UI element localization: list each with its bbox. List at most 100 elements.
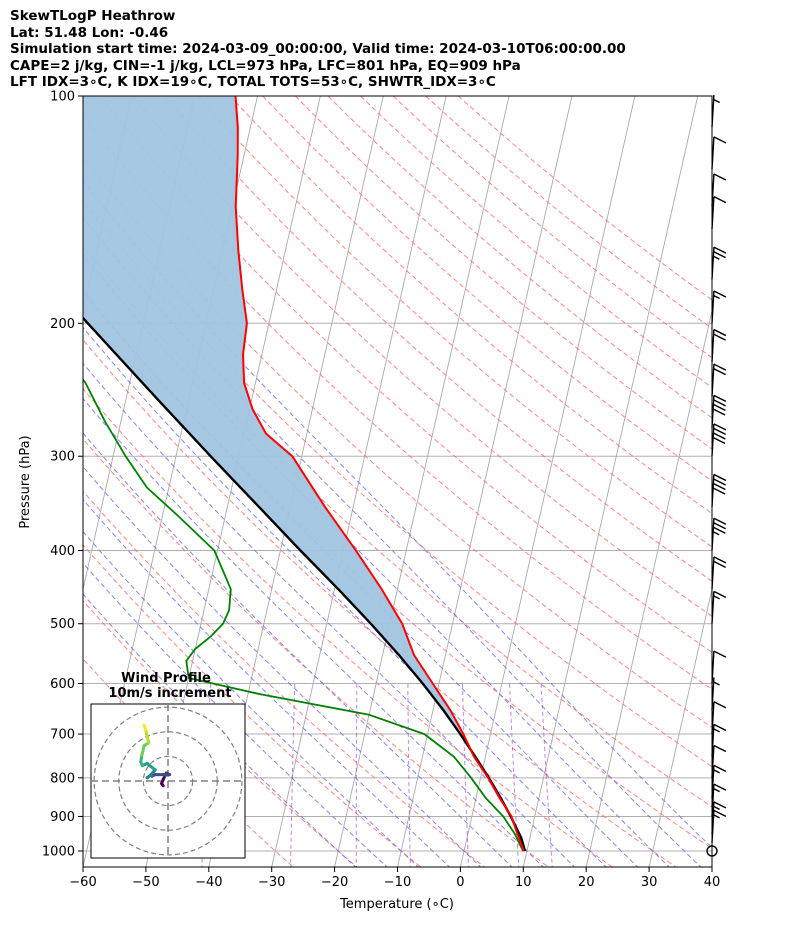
wind-barb [711,783,727,817]
cape-area [83,96,525,851]
wind-barb [711,801,727,835]
x-tick-label: 40 [704,875,721,890]
y-tick-label: 700 [50,728,75,743]
dry-adiabat [83,544,422,867]
x-tick-label: −30 [258,875,285,890]
moist-adiabat [83,180,712,849]
isotherm-line [0,96,69,867]
axis-ticks: −60 −50 −40 −30 −20 −10 0 10 20 30 40 100 200 300 400 5… [42,90,720,891]
series-layer [83,96,527,852]
hodograph-inset [90,703,246,859]
y-tick-label: 200 [50,317,75,332]
wind-barb [711,173,727,207]
wind-barb [711,195,727,229]
isotherm-line [459,96,636,867]
y-tick-label: 1000 [42,845,75,860]
cape-line: CAPE=2 j/kg, CIN=-1 j/kg, LCL=973 hPa, L… [10,58,521,74]
x-axis-label: Temperature (∘C) [339,897,454,912]
moist-adiabat [83,397,544,867]
isotherm-line [0,96,6,867]
wind-barb [711,764,727,798]
hodograph-title: Wind Profile [121,671,211,686]
dewpoint-line [83,378,524,852]
mixing-ratio-line [290,683,296,867]
index-line: LFT IDX=3∘C, K IDX=19∘C, TOTAL TOTS=53∘C… [10,74,496,90]
location-line: Lat: 51.48 Lon: -0.46 [10,25,169,41]
isotherm-line [271,96,447,867]
y-tick-label: 400 [50,544,75,559]
y-tick-label: 900 [50,810,75,825]
wind-barb [711,809,727,843]
x-tick-label: −10 [384,875,411,890]
moist-adiabat [83,530,419,867]
moist-adiabat [83,498,451,867]
wind-barb [711,394,727,428]
wind-barb [711,517,727,551]
isotherm-line [648,587,712,867]
y-tick-label: 300 [50,450,75,465]
isotherm-line [585,309,712,867]
wind-barb [711,363,727,397]
x-tick-label: 30 [641,875,658,890]
dry-adiabat [83,338,677,867]
wind-barb [711,94,720,128]
wind-barb [711,328,727,362]
x-tick-label: −40 [195,875,222,890]
hodograph-segment [142,723,148,732]
wind-barb [711,677,720,710]
mixing-ratio-line [540,683,553,867]
wind-barb [706,845,718,857]
dry-adiabat [327,96,712,419]
isotherm-line [522,96,699,867]
wind-barb [711,423,727,457]
dry-adiabat [457,96,712,301]
dry-adiabat [132,96,712,617]
dry-adiabat [262,96,712,482]
x-tick-label: −60 [69,875,96,890]
mixing-ratio-line [462,683,469,867]
dry-adiabat [425,96,712,330]
x-tick-label: −20 [321,875,348,890]
dry-adiabat [83,291,712,850]
wind-barb [711,701,727,735]
mixing-ratio-line [355,683,358,867]
x-tick-label: 10 [515,875,532,890]
wind-barb [711,246,727,280]
x-tick-label: 20 [578,875,595,890]
wind-barb [711,650,727,684]
moist-adiabat [83,362,576,867]
temperature-line [234,96,525,852]
isotherm-line [334,96,510,867]
y-tick-label: 100 [50,90,75,105]
dry-adiabat [229,96,712,515]
wind-barb [711,290,727,324]
dry-adiabat [83,490,485,867]
wind-barb [711,136,727,170]
wind-barb [711,590,727,624]
wind-barb [711,556,727,590]
y-tick-label: 500 [50,617,75,632]
y-axis-label: Pressure (hPa) [18,435,33,528]
dry-adiabat [392,96,712,359]
wind-barbs [706,94,727,857]
dry-adiabat [197,96,712,548]
dry-adiabat [164,96,712,582]
dry-adiabat [83,115,712,690]
mixing-ratio-line [407,683,411,867]
y-tick-label: 600 [50,677,75,692]
dry-adiabat [360,96,712,389]
dry-adiabat [83,387,613,867]
chart-title: SkewTLogP Heathrow [10,8,176,24]
x-tick-label: −50 [132,875,159,890]
mixing-ratio-line [509,683,520,867]
y-tick-label: 800 [50,771,75,786]
dry-adiabat [83,245,712,808]
moist-adiabat [83,290,639,867]
wind-barb [711,723,727,757]
hodograph-subtitle: 10m/s increment [108,686,231,701]
dry-adiabat [295,96,712,450]
wind-barb [711,473,727,507]
time-line: Simulation start time: 2024-03-09_00:00:… [10,41,626,57]
isotherm-line [775,96,794,867]
